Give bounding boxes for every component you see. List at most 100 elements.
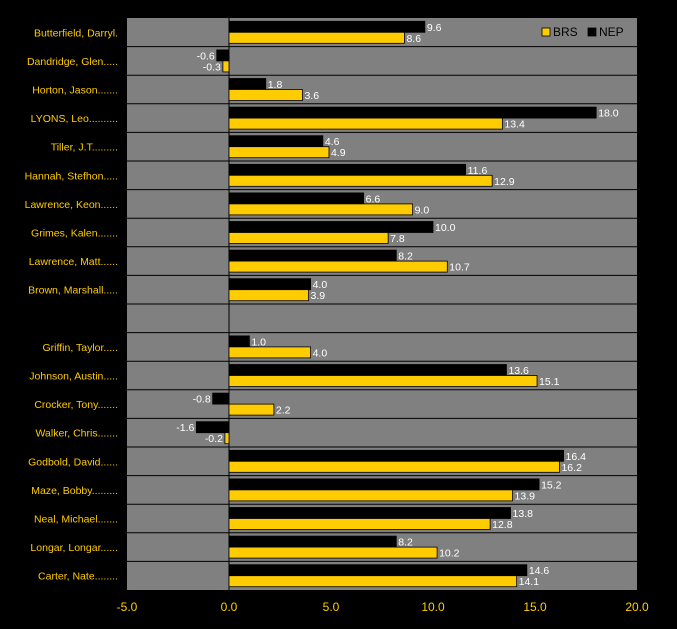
bar-brs	[228, 31, 405, 44]
value-label-brs: 4.9	[331, 147, 346, 159]
category-label: Carter, Nate........	[38, 571, 118, 583]
category-label: Maze, Bobby.........	[31, 485, 118, 497]
legend-label-brs: BRS	[553, 25, 578, 39]
x-tick-label: 20.0	[625, 600, 649, 614]
value-label-brs: 13.4	[504, 119, 525, 131]
bars	[195, 20, 597, 588]
value-label-nep: -1.6	[176, 422, 194, 434]
legend: BRS NEP	[541, 25, 624, 39]
category-label: Neal, Michael.......	[34, 514, 118, 526]
x-tick-label: 10.0	[421, 600, 445, 614]
bar-nep	[228, 163, 467, 176]
value-label-brs: -0.2	[205, 433, 223, 445]
category-label: Walker, Chris.......	[36, 428, 118, 440]
bar-nep	[228, 564, 528, 577]
value-label-brs: 16.2	[561, 462, 582, 474]
bar-nep	[228, 78, 267, 90]
value-label-brs: 7.8	[390, 233, 405, 245]
value-label-brs: 14.1	[519, 576, 540, 588]
bar-nep	[228, 364, 507, 376]
bar-nep	[216, 49, 230, 62]
bar-brs	[228, 232, 389, 244]
value-label-nep: 13.8	[513, 508, 534, 520]
bar-brs	[228, 289, 309, 302]
category-label: Horton, Jason.......	[32, 85, 118, 97]
category-label: Griffin, Taylor.....	[43, 342, 118, 354]
value-label-brs: 12.8	[492, 519, 513, 531]
value-label-nep: 1.0	[251, 336, 266, 348]
bar-brs	[228, 89, 303, 101]
value-label-nep: 1.8	[268, 79, 283, 91]
value-label-nep: 8.2	[398, 251, 413, 263]
value-label-brs: 10.7	[449, 262, 470, 274]
value-label-nep: 10.0	[435, 222, 456, 234]
bar-brs	[222, 60, 230, 73]
x-tick-label: -5.0	[117, 600, 138, 614]
category-label: Lawrence, Matt......	[29, 256, 118, 268]
bar-brs	[228, 575, 518, 588]
value-label-nep: 4.6	[325, 136, 340, 148]
category-label: Brown, Marshall.....	[28, 285, 118, 297]
bar-brs	[228, 174, 493, 187]
bar-nep	[228, 335, 250, 348]
category-label: Godbold, David......	[28, 456, 118, 468]
bar-nep	[228, 106, 597, 119]
bar-brs	[228, 375, 538, 387]
category-label: Grimes, Kalen.......	[31, 228, 118, 240]
category-label: Hannah, Stefhon.....	[25, 170, 118, 182]
bar-nep	[228, 135, 324, 148]
value-labels: 9.6 8.6 -0.6-0.3 1.8 3.6 18.0 13.4 4.64.9 11.6 12…	[176, 22, 619, 588]
bar-brs	[228, 489, 513, 502]
value-label-brs: -0.3	[203, 61, 221, 73]
x-tick-labels: -5.0 0.0 5.0 10.0 15.0 20.0	[117, 600, 649, 614]
bar-brs	[228, 260, 448, 273]
bar-nep	[228, 221, 434, 233]
row-separators	[127, 46, 637, 562]
bar-nep	[195, 421, 230, 434]
category-labels: Butterfield, Darryl. Dandridge, Glen.....…	[25, 27, 118, 582]
bar-brs	[228, 460, 560, 473]
value-label-nep: 15.2	[541, 479, 562, 491]
value-label-nep: 8.2	[398, 537, 413, 549]
value-label-nep: -0.8	[193, 394, 211, 406]
bar-nep	[228, 278, 311, 291]
bar-brs	[228, 546, 438, 559]
bar-nep	[228, 535, 397, 548]
value-label-nep: 16.4	[566, 451, 587, 463]
category-label: Butterfield, Darryl.	[34, 27, 118, 39]
bar-nep	[228, 449, 564, 462]
value-label-brs: 13.9	[515, 490, 536, 502]
category-label: Longar, Longar......	[30, 542, 118, 554]
value-label-nep: -0.6	[197, 50, 215, 62]
value-label-brs: 12.9	[494, 176, 515, 188]
value-label-brs: 9.0	[415, 204, 430, 216]
bar-nep	[228, 192, 365, 205]
x-tick-label: 5.0	[323, 600, 340, 614]
bar-brs	[228, 203, 414, 216]
value-label-brs: 8.6	[406, 33, 421, 45]
value-label-brs: 3.6	[304, 90, 319, 102]
value-label-brs: 2.2	[276, 405, 291, 417]
value-label-nep: 18.0	[598, 108, 619, 120]
value-label-nep: 4.0	[313, 279, 328, 291]
value-label-brs: 4.0	[313, 347, 328, 359]
category-label: LYONS, Leo..........	[31, 113, 118, 125]
category-label: Crocker, Tony.......	[34, 399, 118, 411]
bar-brs	[228, 518, 491, 530]
bar-brs	[228, 146, 330, 159]
value-label-nep: 9.6	[427, 22, 442, 34]
bar-brs	[228, 403, 275, 416]
bar-nep	[228, 20, 426, 33]
bar-nep	[228, 507, 511, 519]
value-label-brs: 10.2	[439, 548, 460, 560]
value-label-nep: 13.6	[508, 365, 529, 377]
legend-label-nep: NEP	[599, 25, 624, 39]
legend-swatch-brs	[541, 27, 551, 37]
bar-brs	[228, 117, 503, 130]
bar-brs	[224, 432, 230, 445]
legend-swatch-nep	[587, 27, 597, 37]
bar-nep	[228, 478, 540, 491]
category-label: Dandridge, Glen.....	[27, 56, 118, 68]
